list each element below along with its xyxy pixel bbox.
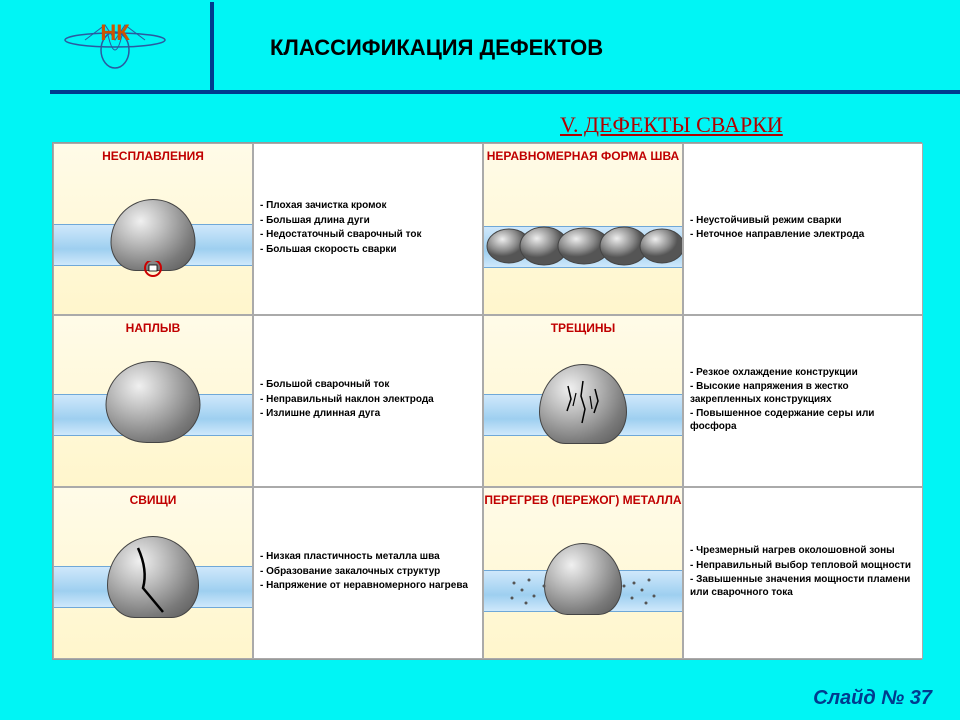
cause-cell: Большой сварочный ток Неправильный накло… xyxy=(253,315,483,487)
defect-card-nesplavleniya: НЕСПЛАВЛЕНИЯ xyxy=(53,143,253,315)
cause-item: Завышенные значения мощности пламени или… xyxy=(690,574,916,599)
cause-list: Низкая пластичность металла шва Образова… xyxy=(260,551,476,595)
defect-card-svishi: СВИЩИ xyxy=(53,487,253,659)
cause-list: Неустойчивый режим сварки Неточное напра… xyxy=(690,215,916,244)
section-title: V. ДЕФЕКТЫ СВАРКИ xyxy=(560,112,783,138)
cause-item: Неточное направление электрода xyxy=(690,229,916,242)
defect-grid: НЕСПЛАВЛЕНИЯ Плохая зачистка кромок Боль… xyxy=(52,142,922,660)
cause-cell: Резкое охлаждение конструкции Высокие на… xyxy=(683,315,923,487)
defect-title: ТРЕЩИНЫ xyxy=(484,322,682,336)
cause-item: Резкое охлаждение конструкции xyxy=(690,367,916,380)
cause-item: Большой сварочный ток xyxy=(260,379,476,392)
cause-list: Большой сварочный ток Неправильный накло… xyxy=(260,379,476,423)
heat-dots-icon xyxy=(484,568,683,618)
header: НК КЛАССИФИКАЦИЯ ДЕФЕКТОВ xyxy=(0,0,960,90)
cause-item: Высокие напряжения в жестко закрепленных… xyxy=(690,381,916,406)
cause-item: Большая длина дуги xyxy=(260,215,476,228)
cracks-icon xyxy=(543,371,623,441)
defect-title: НЕРАВНОМЕРНАЯ ФОРМА ШВА xyxy=(484,150,682,164)
defect-title: НАПЛЫВ xyxy=(54,322,252,336)
cause-cell: Неустойчивый режим сварки Неточное напра… xyxy=(683,143,923,315)
cause-list: Резкое охлаждение конструкции Высокие на… xyxy=(690,367,916,436)
cause-cell: Чрезмерный нагрев околошовной зоны Непра… xyxy=(683,487,923,659)
cause-item: Большая скорость сварки xyxy=(260,244,476,257)
cause-item: Недостаточный сварочный ток xyxy=(260,229,476,242)
logo-emblem: НК xyxy=(60,10,170,70)
vertical-rule xyxy=(210,2,214,90)
cause-item: Излишне длинная дуга xyxy=(260,408,476,421)
cause-item: Повышенное содержание серы или фосфора xyxy=(690,408,916,433)
defect-title: НЕСПЛАВЛЕНИЯ xyxy=(54,150,252,164)
slide-number: Слайд № 37 xyxy=(813,687,932,710)
cause-item: Неправильный наклон электрода xyxy=(260,394,476,407)
cause-cell: Плохая зачистка кромок Большая длина дуг… xyxy=(253,143,483,315)
logo-text: НК xyxy=(100,20,130,45)
defect-card-overheat: ПЕРЕГРЕВ (ПЕРЕЖОГ) МЕТАЛЛА xyxy=(483,487,683,659)
defect-title: ПЕРЕГРЕВ (ПЕРЕЖОГ) МЕТАЛЛА xyxy=(484,494,682,508)
cause-list: Плохая зачистка кромок Большая длина дуг… xyxy=(260,200,476,258)
horizontal-rule xyxy=(50,90,960,94)
defect-card-uneven: НЕРАВНОМЕРНАЯ ФОРМА ШВА xyxy=(483,143,683,315)
cause-cell: Низкая пластичность металла шва Образова… xyxy=(253,487,483,659)
cause-list: Чрезмерный нагрев околошовной зоны Непра… xyxy=(690,545,916,601)
fusion-gap-icon xyxy=(140,261,166,281)
cause-item: Неправильный выбор тепловой мощности xyxy=(690,560,916,573)
fistula-crack-icon xyxy=(108,540,198,620)
defect-card-naplyv: НАПЛЫВ xyxy=(53,315,253,487)
cause-item: Плохая зачистка кромок xyxy=(260,200,476,213)
page-title: КЛАССИФИКАЦИЯ ДЕФЕКТОВ xyxy=(270,35,603,61)
uneven-bead-icon xyxy=(484,216,683,276)
defect-title: СВИЩИ xyxy=(54,494,252,508)
cause-item: Низкая пластичность металла шва xyxy=(260,551,476,564)
defect-card-cracks: ТРЕЩИНЫ xyxy=(483,315,683,487)
cause-item: Неустойчивый режим сварки xyxy=(690,215,916,228)
cause-item: Напряжение от неравномерного нагрева xyxy=(260,580,476,593)
cause-item: Образование закалочных структур xyxy=(260,566,476,579)
cause-item: Чрезмерный нагрев околошовной зоны xyxy=(690,545,916,558)
